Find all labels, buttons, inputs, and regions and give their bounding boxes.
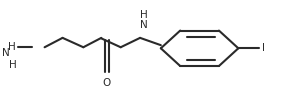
Text: H: H <box>140 10 148 20</box>
Text: O: O <box>103 78 111 88</box>
Text: N: N <box>2 48 10 59</box>
Text: H: H <box>9 60 17 70</box>
Text: H: H <box>8 42 16 52</box>
Text: I: I <box>262 43 265 53</box>
Text: N: N <box>140 20 148 30</box>
